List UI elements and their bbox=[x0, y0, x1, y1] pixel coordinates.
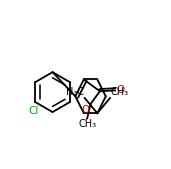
Text: CH₃: CH₃ bbox=[111, 87, 129, 97]
Text: O: O bbox=[81, 105, 90, 115]
Text: H₃C: H₃C bbox=[66, 87, 84, 97]
Text: Cl: Cl bbox=[28, 106, 39, 116]
Text: CH₃: CH₃ bbox=[78, 119, 96, 129]
Text: O: O bbox=[116, 85, 125, 95]
